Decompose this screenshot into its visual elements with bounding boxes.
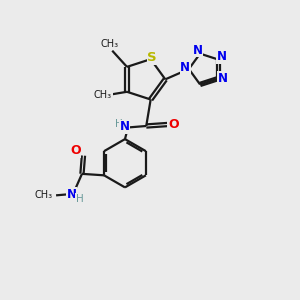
Text: O: O [168, 118, 178, 131]
Text: H: H [115, 118, 122, 129]
Text: H: H [76, 194, 83, 204]
Text: CH₃: CH₃ [101, 39, 119, 49]
Text: S: S [147, 51, 157, 64]
Text: CH₃: CH₃ [34, 190, 52, 200]
Text: N: N [180, 61, 190, 74]
Text: N: N [67, 188, 77, 201]
Text: N: N [193, 44, 203, 57]
Text: N: N [218, 72, 228, 85]
Text: N: N [119, 120, 130, 134]
Text: O: O [70, 144, 80, 157]
Text: CH₃: CH₃ [94, 90, 112, 100]
Text: N: N [217, 50, 227, 63]
